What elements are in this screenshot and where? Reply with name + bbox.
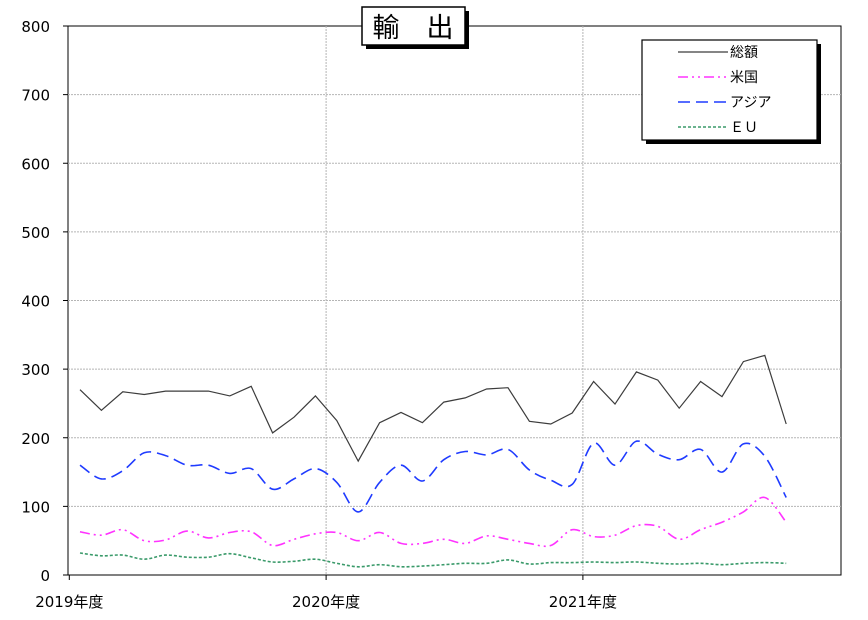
series-lines	[79, 354, 787, 568]
chart-title-box: 輸 出	[361, 6, 469, 49]
legend-label: アジア	[730, 95, 771, 111]
series-line-2	[79, 496, 787, 548]
series-line-3	[79, 440, 787, 513]
y-tick-label: 200	[21, 430, 50, 448]
y-tick-label: 800	[21, 18, 50, 36]
y-tick-label: 0	[40, 567, 50, 585]
x-tick-label: 2020年度	[292, 593, 360, 611]
y-tick-label: 600	[21, 155, 50, 173]
y-tick-label: 700	[21, 87, 50, 105]
series-line-4	[79, 552, 787, 568]
x-tick-label: 2021年度	[549, 593, 617, 611]
y-tick-label: 100	[21, 498, 50, 516]
y-tick-label: 400	[21, 293, 50, 311]
grid-lines	[63, 25, 841, 580]
legend-label: 米国	[730, 70, 758, 86]
x-tick-labels: 2019年度 2020年度 2021年度	[35, 593, 617, 611]
legend-frame	[641, 39, 818, 141]
chart-title: 輸 出	[373, 13, 454, 44]
title-frame	[361, 6, 466, 46]
y-tick-labels: 0 100 200 300 400 500 600 700 800	[21, 18, 50, 585]
y-tick-label: 500	[21, 224, 50, 242]
series-line-1	[79, 354, 787, 463]
y-tick-label: 300	[21, 361, 50, 379]
x-tick-label: 2019年度	[35, 593, 103, 611]
legend-label: 総額	[730, 45, 758, 61]
legend-label: ＥＵ	[730, 120, 758, 136]
